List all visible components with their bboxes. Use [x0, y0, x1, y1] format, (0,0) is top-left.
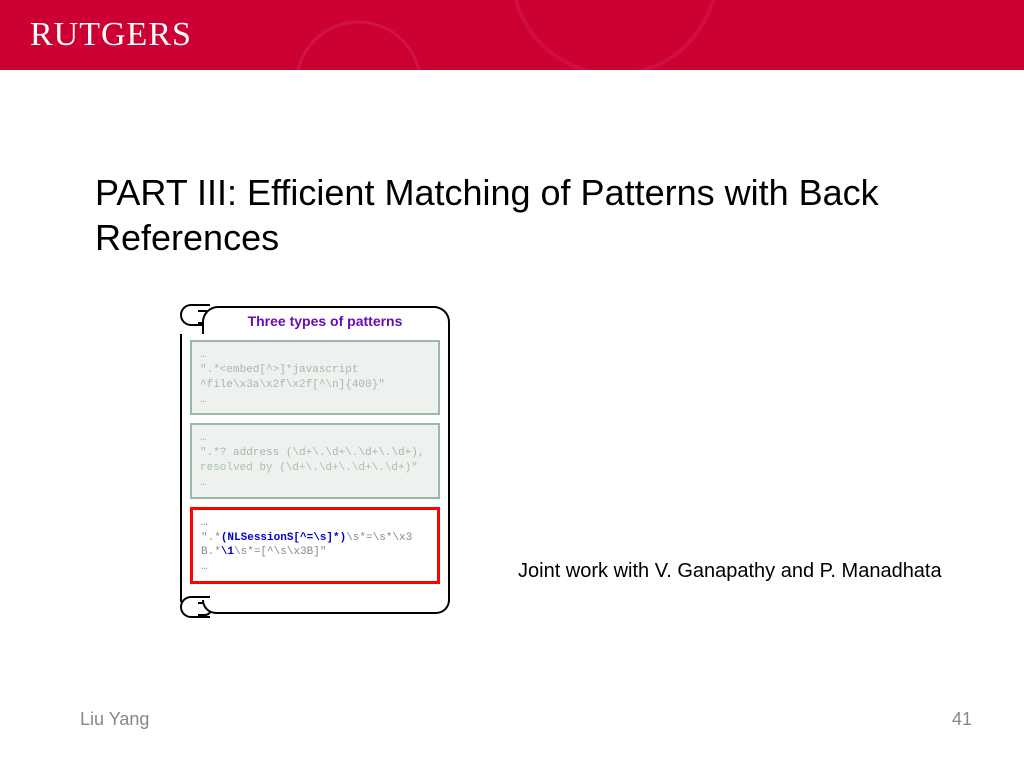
- header-banner: RUTGERS: [0, 0, 1024, 70]
- pane2-line: ".*? address (\d+\.\d+\.\d+\.\d+),: [200, 446, 430, 461]
- joint-work-credit: Joint work with V. Ganapathy and P. Mana…: [518, 558, 942, 585]
- scroll-footer: [180, 602, 450, 618]
- page-number: 41: [952, 709, 972, 730]
- pane1-line: ".*<embed[^>]*javascript: [200, 363, 430, 378]
- pane1-line: …: [200, 393, 430, 408]
- patterns-scroll: Three types of patterns … ".*<embed[^>]*…: [180, 300, 450, 618]
- pane3-line: B.*\1\s*=[^\s\x3B]": [201, 545, 429, 560]
- scroll-header: Three types of patterns: [180, 300, 450, 334]
- rutgers-logo: RUTGERS: [30, 16, 192, 54]
- pane2-line: …: [200, 476, 430, 491]
- pane1-line: ^file\x3a\x2f\x2f[^\n]{400}": [200, 378, 430, 393]
- pane2-line: resolved by (\d+\.\d+\.\d+\.\d+)": [200, 461, 430, 476]
- pane2-line: …: [200, 431, 430, 446]
- pane3-line: …: [201, 516, 429, 531]
- scroll-heading: Three types of patterns: [248, 305, 403, 329]
- pane1-line: …: [200, 348, 430, 363]
- pattern-pane-1: … ".*<embed[^>]*javascript ^file\x3a\x2f…: [190, 340, 440, 415]
- scroll-footer-bar: [202, 600, 450, 614]
- pane3-line: ".*(NLSessionS[^=\s]*)\s*=\s*\x3: [201, 531, 429, 546]
- slide-title: PART III: Efficient Matching of Patterns…: [95, 170, 974, 260]
- pattern-pane-2: … ".*? address (\d+\.\d+\.\d+\.\d+), res…: [190, 423, 440, 498]
- scroll-body: … ".*<embed[^>]*javascript ^file\x3a\x2f…: [180, 334, 450, 602]
- presenter-name: Liu Yang: [80, 709, 149, 730]
- pane3-line: …: [201, 560, 429, 575]
- pattern-pane-3-active: … ".*(NLSessionS[^=\s]*)\s*=\s*\x3 B.*\1…: [190, 507, 440, 584]
